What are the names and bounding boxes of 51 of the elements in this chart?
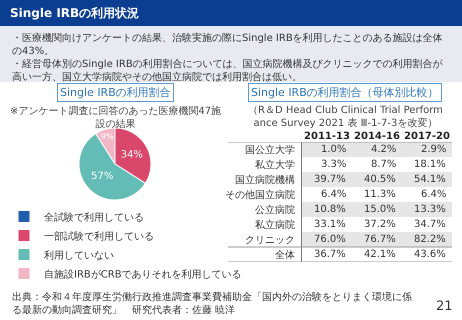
text: ・経営母体別のSingle IRBの利用割合については、国立病院機構及びクリニックでの利用割合が高い一方、国立大学病院やその他国立病院では利用割合は低い。 (12, 58, 444, 83)
data-label: 54.1% (414, 174, 446, 185)
data-label: 76.0% (314, 234, 346, 245)
text: Single IRBの利用状況 (10, 6, 140, 20)
y-tick-label: 公立病院 (255, 204, 295, 216)
y-tick-label: 国公立大学 (245, 144, 295, 156)
data-label: 10.8% (314, 204, 346, 215)
data-label: 6.4% (321, 189, 346, 200)
data-label: 1.0% (321, 144, 346, 155)
chart-title: Single IRBの利用割合（母体別比較） (251, 86, 439, 99)
legend-label: 自施設IRBがCRBでありそれを利用している (44, 268, 242, 280)
chart-title: Single IRBの利用割合 (60, 86, 171, 99)
data-label: 42.1% (364, 249, 396, 260)
data-label: 15.0% (364, 204, 396, 215)
data-label: 37.2% (364, 219, 396, 230)
chart-subtitle: （R＆D Head Club Clinical Trial Performance Survey 2021 表 Ⅲ-1-7-3を改変） (248, 105, 443, 129)
data-label: 18.1% (414, 159, 446, 170)
data-label: 33.1% (314, 219, 346, 230)
data-label: 34% (120, 149, 143, 160)
y-tick-label: その他国立病院 (225, 189, 295, 201)
x-tick-label: 2017-20 (404, 131, 450, 142)
y-tick-label: 私立病院 (255, 219, 295, 231)
x-tick-label: 2014-16 (354, 131, 400, 142)
text: ・医療機関向けアンケートの結果、治験実施の際にSingle IRBを利用したことのある施設は全体の43%。 (12, 32, 443, 57)
legend-label: 利用していない (44, 249, 114, 262)
data-label: 43.6% (414, 249, 446, 260)
data-label: 2.9% (421, 144, 446, 155)
y-tick-label: 私立大学 (255, 159, 295, 171)
data-label: 8.7% (371, 159, 396, 170)
data-label: 57% (91, 171, 114, 182)
source-note: 出典：令和４年度厚生労働行政推進調査事業費補助金「国内外の治験をとりまく環境に係る最新の動向調査研究」 研究代表者：佐藤 暁洋 (12, 291, 412, 316)
y-tick-label: 全体 (275, 249, 295, 261)
x-tick-label: 2011-13 (304, 131, 350, 142)
data-label: 9% (100, 131, 114, 142)
data-label: 6.4% (421, 189, 446, 200)
data-label: 76.7% (364, 234, 396, 245)
chart-subtitle: ※アンケート調査に回答のあった医療機関47施設の結果 (10, 105, 222, 130)
data-label: 34.7% (414, 219, 446, 230)
text: 21 (436, 299, 453, 314)
data-label: 3.3% (321, 159, 346, 170)
data-label: 36.7% (314, 249, 346, 260)
y-tick-label: 国立病院機構 (235, 174, 295, 186)
data-label: 40.5% (364, 174, 396, 185)
y-tick-label: クリニック (245, 235, 295, 246)
data-label: 13.3% (414, 204, 446, 215)
data-label: 82.2% (414, 234, 446, 245)
legend-label: 一部試験で利用している (44, 230, 154, 242)
data-label: 4.2% (371, 144, 396, 155)
data-label: 11.3% (364, 189, 396, 200)
legend-label: 全試験で利用している (44, 211, 144, 224)
data-label: 39.7% (314, 174, 346, 185)
